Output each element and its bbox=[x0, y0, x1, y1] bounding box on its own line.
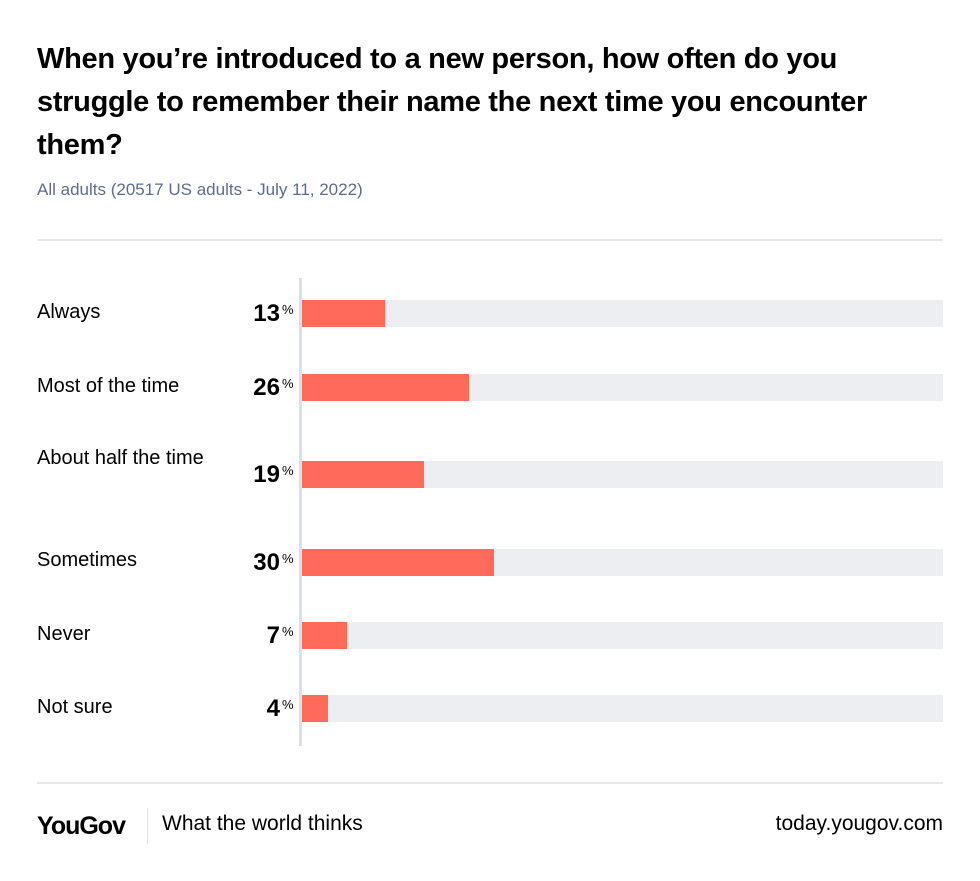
bar-fill bbox=[302, 300, 386, 327]
axis-line bbox=[299, 278, 302, 746]
row-value: 13 bbox=[253, 300, 280, 327]
row-value: 30 bbox=[253, 549, 280, 576]
bar-fill bbox=[302, 374, 469, 401]
chart-title: When you’re introduced to a new person, … bbox=[37, 43, 867, 161]
top-divider bbox=[37, 239, 943, 241]
row-value: 19 bbox=[253, 461, 280, 488]
site-link[interactable]: today.yougov.com bbox=[775, 812, 943, 835]
footer-separator bbox=[147, 808, 148, 844]
bar-track bbox=[302, 549, 943, 576]
row-value: 7 bbox=[266, 622, 280, 649]
bar-fill bbox=[302, 549, 495, 576]
row-label: Not sure bbox=[37, 696, 113, 718]
bar-track bbox=[302, 300, 943, 327]
row-label: Always bbox=[37, 301, 101, 323]
percent-sign: % bbox=[282, 624, 294, 639]
bar-track bbox=[302, 622, 943, 649]
row-label: Sometimes bbox=[37, 549, 138, 571]
bar-fill bbox=[302, 622, 347, 649]
percent-sign: % bbox=[282, 302, 294, 317]
bar-track bbox=[302, 461, 943, 488]
tagline: What the world thinks bbox=[162, 812, 363, 835]
row-label: Never bbox=[37, 623, 91, 645]
bottom-divider bbox=[37, 782, 943, 784]
row-value: 26 bbox=[253, 374, 280, 401]
bar-fill bbox=[302, 695, 328, 722]
row-label: About half the time bbox=[37, 447, 204, 469]
yougov-logo: YouGov bbox=[37, 812, 126, 840]
percent-sign: % bbox=[282, 463, 294, 478]
percent-sign: % bbox=[282, 697, 294, 712]
bar-track bbox=[302, 374, 943, 401]
row-value: 4 bbox=[266, 695, 280, 722]
row-label: Most of the time bbox=[37, 375, 180, 397]
chart-subtitle: All adults (20517 US adults - July 11, 2… bbox=[37, 180, 363, 199]
percent-sign: % bbox=[282, 551, 294, 566]
bar-fill bbox=[302, 461, 424, 488]
bar-track bbox=[302, 695, 943, 722]
percent-sign: % bbox=[282, 376, 294, 391]
